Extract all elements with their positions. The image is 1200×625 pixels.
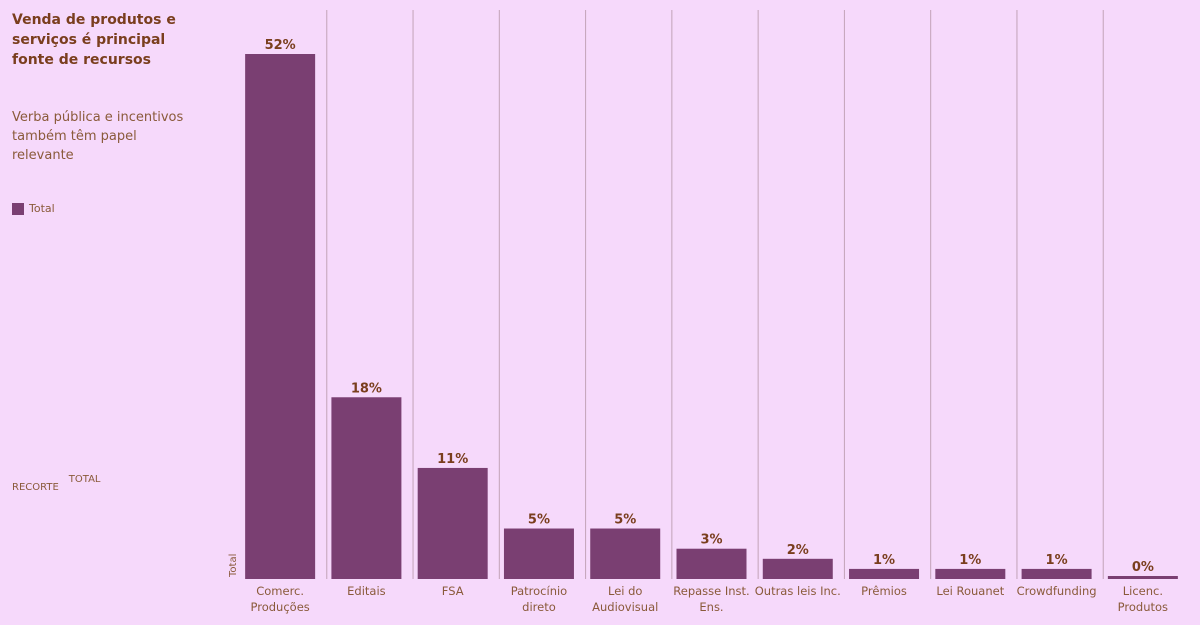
data-label: 5% bbox=[614, 513, 636, 528]
category-label: FSA bbox=[442, 584, 464, 598]
data-label: 3% bbox=[700, 533, 722, 548]
category-label: Audiovisual bbox=[592, 600, 658, 614]
category-label: Outras leis Inc. bbox=[755, 584, 841, 598]
category-label: Prêmios bbox=[861, 584, 907, 598]
category-label: Crowdfunding bbox=[1017, 584, 1097, 598]
bar[interactable] bbox=[1021, 568, 1092, 579]
category-label: direto bbox=[522, 600, 556, 614]
filter-label: RECORTE bbox=[12, 482, 59, 493]
legend-swatch bbox=[12, 202, 24, 215]
category-label: Produtos bbox=[1118, 600, 1168, 614]
bar[interactable] bbox=[503, 528, 574, 579]
data-label: 5% bbox=[528, 513, 550, 528]
bar[interactable] bbox=[935, 568, 1006, 579]
data-label: 1% bbox=[873, 553, 895, 568]
data-label: 11% bbox=[437, 452, 468, 467]
category-label: Comerc. bbox=[256, 584, 304, 598]
category-label: Produções bbox=[251, 600, 310, 614]
bar[interactable] bbox=[849, 568, 920, 579]
data-label: 0% bbox=[1132, 560, 1154, 575]
data-label: 1% bbox=[959, 553, 981, 568]
category-label: Patrocínio bbox=[511, 584, 568, 598]
sidebar: Venda de produtos e serviços é principal… bbox=[12, 10, 202, 165]
legend-label: Total bbox=[29, 202, 55, 215]
category-label: Lei do bbox=[608, 584, 642, 598]
bar[interactable] bbox=[331, 397, 402, 579]
bar[interactable] bbox=[245, 54, 316, 579]
filter-value[interactable]: TOTAL bbox=[68, 474, 101, 485]
legend[interactable]: Total bbox=[12, 202, 55, 215]
data-label: 2% bbox=[787, 543, 809, 558]
chart-subtitle: Verba pública e incentivos também têm pa… bbox=[12, 110, 184, 163]
category-label: Repasse Inst. bbox=[673, 584, 749, 598]
bar[interactable] bbox=[676, 548, 747, 579]
row-header: Total bbox=[228, 554, 239, 578]
data-label: 1% bbox=[1046, 553, 1068, 568]
data-label: 52% bbox=[265, 38, 296, 53]
chart-title: Venda de produtos e serviços é principal… bbox=[12, 12, 176, 68]
bar[interactable] bbox=[417, 467, 488, 579]
category-label: Editais bbox=[347, 584, 386, 598]
filter-control[interactable]: RECORTE TOTAL bbox=[12, 474, 101, 493]
data-label: 18% bbox=[351, 381, 382, 396]
bar[interactable] bbox=[590, 528, 661, 579]
bar[interactable] bbox=[762, 558, 833, 579]
category-label: Lei Rouanet bbox=[936, 584, 1004, 598]
category-label: Licenc. bbox=[1123, 584, 1163, 598]
bar[interactable] bbox=[1107, 576, 1178, 579]
category-label: Ens. bbox=[699, 600, 723, 614]
